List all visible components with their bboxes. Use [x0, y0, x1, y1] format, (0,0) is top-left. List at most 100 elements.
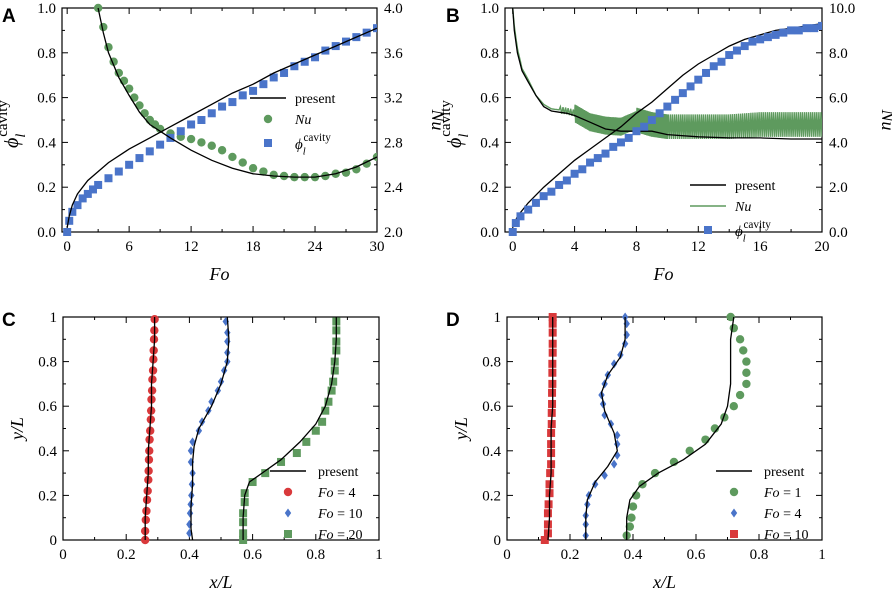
legend-fo: Fo	[317, 486, 334, 501]
y-tick-label: 0.0	[480, 225, 499, 241]
phi-marker	[156, 140, 165, 149]
panel-label: C	[2, 310, 16, 331]
y-tick-label: 0.8	[480, 46, 499, 62]
y2-tick-label: 4.0	[829, 135, 848, 151]
nu-marker	[372, 152, 377, 162]
legend-value: = 4	[780, 507, 802, 522]
profile-marker-1	[710, 424, 720, 433]
y-tick-label: 0.2	[37, 180, 56, 196]
x-tick-label: 24	[308, 239, 324, 255]
phi-marker	[311, 53, 320, 62]
phi-marker	[717, 57, 726, 66]
plot-frame	[61, 7, 378, 233]
legend-nu-swatch	[263, 114, 273, 124]
profile-marker-1	[739, 346, 748, 355]
legend-swatch-2	[284, 508, 292, 518]
present-phi-line	[66, 27, 377, 228]
nu-marker	[186, 134, 196, 144]
x-tick-label: 16	[753, 239, 769, 255]
nu-marker	[130, 93, 139, 102]
y-axis-label-sub: l	[14, 134, 29, 138]
phi-marker	[249, 86, 258, 95]
y2-tick-label: 4.0	[384, 1, 403, 17]
profile-marker-1	[142, 495, 152, 505]
x-tick-label: 0.6	[687, 547, 706, 563]
y-tick-label: 0.6	[482, 399, 501, 415]
phi-marker	[228, 98, 237, 107]
y2-tick-label: 10.0	[829, 1, 855, 17]
nu-marker	[207, 141, 216, 150]
y-tick-label: 0.0	[37, 225, 56, 241]
y-tick-label: 0.4	[37, 135, 56, 151]
profile-marker-2	[188, 479, 196, 489]
phi-marker	[187, 120, 196, 129]
x-tick-label: 12	[691, 239, 706, 255]
y2-tick-label: 2.0	[384, 225, 403, 241]
x-tick-label: 0.4	[624, 547, 643, 563]
y-axis-label-phi: ϕ	[444, 138, 466, 148]
legend-fo: Fo	[763, 486, 780, 501]
plot-area	[140, 315, 341, 545]
phi-marker	[562, 176, 571, 185]
y-tick-label: 1.0	[480, 1, 499, 17]
profile-marker-3	[277, 457, 286, 466]
phi-marker	[647, 116, 656, 124]
y-tick-label: 0.8	[482, 355, 501, 371]
x-axis-label: Fo	[209, 264, 230, 284]
phi-marker	[269, 73, 278, 82]
x-axis-label: x/L	[652, 572, 676, 592]
panel-D: D 0 0.2 0.4 0.6 0.8 1 0 0.2 0.4 0.6 0.8 1 x/L y/L prese…	[446, 310, 826, 592]
x-tick-label: 8	[633, 239, 641, 255]
legend-present-label: present	[735, 179, 776, 194]
y2-tick-label: 8.0	[829, 46, 848, 62]
phi-marker	[725, 51, 734, 60]
panel-label: D	[446, 310, 460, 331]
present-nu-line	[512, 7, 822, 140]
phi-marker	[94, 180, 103, 189]
legend-phi-label-sup: cavity	[743, 219, 771, 231]
profile-marker-1	[650, 468, 660, 478]
phi-marker	[763, 33, 772, 42]
profile-marker-3	[330, 366, 339, 375]
panel-A: A 0 6 12 18 24 30 0.0 0.2 0.4 0.6 0.8 1.0 2.0 2.4 2.8 3.…	[0, 1, 448, 284]
y2-tick-label: 2.8	[384, 135, 403, 151]
y-tick-label: 0.4	[480, 135, 499, 151]
legend-phi-label: ϕl cavity	[735, 219, 771, 245]
present-phi-line	[512, 23, 822, 228]
phi-marker	[197, 116, 206, 124]
profile-marker-3	[543, 509, 552, 518]
phi-marker	[818, 21, 822, 30]
nu-marker	[140, 109, 149, 118]
profile-marker-1	[625, 522, 635, 531]
y-tick-label: 0.6	[480, 91, 499, 107]
phi-marker	[740, 42, 749, 51]
phi-marker	[511, 219, 520, 228]
phi-marker	[779, 28, 788, 37]
present-line-1	[144, 317, 156, 540]
phi-marker	[125, 160, 134, 169]
profile-marker-1	[742, 357, 751, 366]
profile-marker-3	[548, 399, 557, 408]
phi-marker	[678, 89, 687, 98]
profile-marker-3	[302, 437, 311, 446]
phi-marker	[83, 189, 92, 198]
phi-marker	[756, 35, 765, 44]
y-tick-label: 0.6	[38, 399, 57, 415]
x-tick-label: 1	[818, 547, 826, 563]
phi-marker	[609, 142, 618, 151]
phi-marker	[280, 68, 289, 77]
phi-marker	[794, 26, 803, 35]
y2-tick-label: 2.4	[384, 180, 403, 196]
legend-phi-label-text: ϕl cavity	[295, 132, 331, 158]
phi-marker	[555, 180, 564, 189]
profile-marker-1	[143, 486, 152, 496]
y-axis-label-sup: cavity	[438, 100, 454, 137]
legend-phi-label-phi: ϕ	[735, 224, 743, 240]
y2-tick-label: 6.0	[829, 91, 848, 107]
phi-marker	[259, 80, 268, 89]
profile-marker-1	[742, 379, 751, 389]
plot-area	[508, 7, 822, 236]
phi-marker	[802, 24, 811, 33]
phi-marker	[290, 62, 299, 71]
